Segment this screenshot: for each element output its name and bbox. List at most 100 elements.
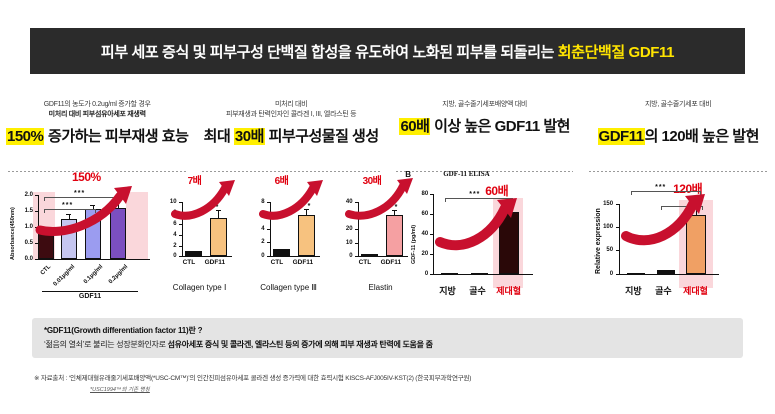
stat-headline: 60배 이상 높은 GDF11 발현 [394,115,576,136]
x-tick-label-ctl: CTL [182,259,196,266]
x-tick-label-cord-blood: 제대혈 [496,286,522,296]
x-tick-label-cord-blood: 제대혈 [683,286,708,296]
significance-stars: *** [74,190,86,197]
banner-title-main: 피부 세포 증식 및 피부구성 단백질 합성을 유도하여 노화된 피부를 되돌리… [100,43,558,61]
stat-subline-2: 미처리 대비 피부섬유아세포 재생력 [6,110,188,120]
y-tick-label: 10 [345,240,353,246]
definition-box: *GDF11(Growth differentiation factor 11)… [32,318,743,358]
significance-stars: * [215,204,220,211]
chart-caption-collagen1: Collagen type Ⅰ [172,283,227,292]
stat-divider [395,171,574,172]
y-tick-label: 100 [603,224,614,230]
y-tick [266,256,270,257]
x-tick-label-fat: 지방 [625,286,642,296]
y-tick [354,229,358,230]
error-bar [305,209,307,216]
chart-caption-elastin: Elastin [368,283,393,292]
y-tick-label: 80 [421,191,429,197]
chart-annotation-collagen1: 7배 [187,176,202,187]
error-cap [215,210,221,211]
y-tick [178,224,182,225]
y-axis [181,202,183,256]
y-tick-label: 1.5 [24,208,33,214]
stat-divider [589,171,767,172]
bar-fat [441,273,459,275]
stat-headline: 150% 증가하는 피부재생 효능 [6,125,189,146]
stat-subline-2-text: 미처리 대비 피부섬유아세포 재생력 [48,111,146,119]
y-tick [616,250,620,251]
stat-card-collagen: 미처리 대비 피부재생과 탄력인자인 콜라겐 I, III, 엘라스틴 등 최대… [194,100,388,172]
y-tick [178,246,182,247]
y-tick-label: 150 [603,201,614,207]
error-cap [303,209,309,210]
stat-subline-2 [587,110,769,120]
y-tick-label: 0.5 [24,240,33,246]
stat-card-fibroblast: GDF11의 농도가 0.2ug/ml 증가할 경우 미처리 대비 피부섬유아세… [0,100,194,172]
stat-value: 150% [6,128,45,146]
significance-line [44,209,96,213]
x-axis [357,256,408,257]
stat-value: 30배 [233,128,265,146]
y-tick [354,256,358,257]
stat-prefix: 최대 [203,128,234,146]
stat-subline-1: 미처리 대비 [274,101,308,108]
stats-row: GDF11의 농도가 0.2ug/ml 증가할 경우 미처리 대비 피부섬유아세… [0,100,775,172]
y-tick [178,256,182,257]
x-tick-label-bone-marrow: 골수 [469,286,486,296]
y-tick [266,202,270,203]
x-tick-label-bone-marrow: 골수 [655,286,672,296]
y-tick-label: 0 [424,271,429,277]
error-bar [93,205,94,210]
y-axis [357,202,359,256]
y-tick-label: 40 [345,199,353,205]
stat-suffix: 피부구성물질 생성 [264,128,380,146]
y-tick [178,202,182,203]
bar-gdf11 [209,218,227,256]
y-tick-label: 2 [173,243,177,249]
x-tick-label-ctl: CTL [270,259,284,266]
error-bar [69,214,70,220]
stat-suffix: 증가하는 피부재생 효능 [44,128,189,146]
y-tick [430,234,434,235]
footnote: ※ 자료출처 : ‘인체제대혈유래줄기세포배양액(*USC-CM™)’의 인간진… [34,372,754,393]
header-banner: 피부 세포 증식 및 피부구성 단백질 합성을 유도하여 노화된 피부를 되돌리… [30,28,745,74]
y-tick [616,204,620,205]
growth-arrow-icon [258,180,323,220]
y-tick-label: 8 [261,199,265,205]
growth-arrow-icon [170,180,235,220]
significance-stars: * [307,203,312,210]
stat-divider [8,171,187,172]
bar-bone-marrow [471,273,489,275]
chart-fibroblast-proliferation: 150% 2.0 1.5 1.0 0.5 0.0 Absorbance(450n… [0,168,157,308]
y-tick-label: 0 [609,271,614,277]
bar-ctl [360,254,378,256]
significance-stars: *** [655,184,667,191]
y-tick [616,274,620,275]
bar-ctl [272,249,290,256]
x-tick-label-gdf11: GDF11 [380,259,402,266]
charts-row: 150% 2.0 1.5 1.0 0.5 0.0 Absorbance(450n… [0,168,775,308]
y-tick [430,274,434,275]
y-tick [35,211,38,212]
y-tick-label: 20 [345,226,353,232]
chart-annotation-collagen3: 6배 [274,176,289,187]
y-tick [430,194,434,195]
error-bar [393,210,395,216]
chart-relative-expression: 120배 150 100 50 0 Relative expression [587,168,775,308]
footnote-source: ※ 자료출처 : ‘인체제대혈유래줄기세포배양액(*USC-CM™)’의 인간진… [34,375,472,382]
x-tick-label-ctl: CTL [358,259,372,266]
y-tick-label: 10 [169,199,177,205]
stat-headline: GDF11의 120배 높은 발현 [587,125,769,146]
y-tick-label: 4 [173,232,177,238]
growth-arrow-icon [621,194,706,246]
significance-stars: *** [469,191,481,198]
y-axis-label: GDF-11 (pg/ml) [411,224,418,264]
stat-value: 60배 [399,118,431,136]
group-bracket [42,291,138,292]
chart-ecm-group: 7배 10 8 6 4 2 0 * [157,168,413,308]
panel-letter-b: B [405,170,412,179]
stat-headline: 최대 30배 피부구성물질 생성 [200,125,382,146]
y-tick [430,214,434,215]
chart-caption-collagen3: Collagen type Ⅲ [260,283,317,292]
